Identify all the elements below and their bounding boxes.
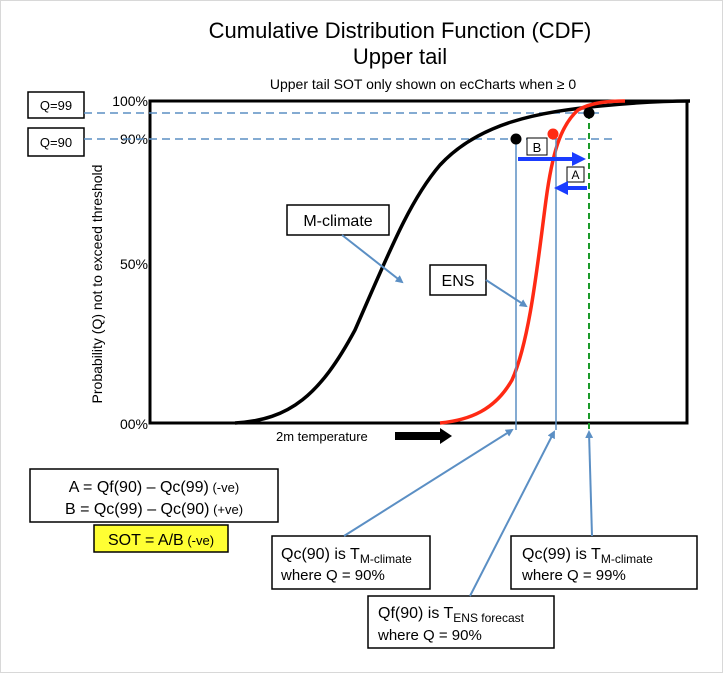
formula-box bbox=[29, 468, 279, 523]
tick-label-100: 100% bbox=[112, 93, 148, 109]
qf90-callout-line1: Qf(90) is TENS forecast bbox=[378, 605, 525, 625]
mclimate-label: M-climate bbox=[303, 213, 372, 230]
b-label-box bbox=[526, 137, 548, 156]
a-label: A bbox=[571, 168, 579, 182]
mclimate-pointer bbox=[341, 234, 404, 284]
y-axis-label: Probability (Q) not to exceed threshold bbox=[89, 165, 105, 404]
qc90-callout-line1: Qc(90) is TM-climate bbox=[281, 546, 412, 566]
qc99-callout-pointer bbox=[585, 430, 594, 537]
sot-box bbox=[93, 524, 229, 553]
ens-pointer bbox=[485, 279, 528, 308]
qc99-callout-line1: Qc(99) is TM-climate bbox=[522, 546, 653, 566]
x-axis-arrow bbox=[395, 428, 452, 444]
tick-label-0: 00% bbox=[120, 416, 148, 432]
qc99-dot bbox=[583, 107, 595, 119]
q99-box bbox=[27, 91, 85, 119]
tick-label-50: 50% bbox=[120, 256, 148, 272]
q90-label: Q=90 bbox=[40, 135, 72, 150]
ens-label-box bbox=[429, 264, 487, 296]
qf90-callout-pointer bbox=[469, 430, 555, 597]
ens-label: ENS bbox=[442, 273, 475, 290]
mclimate-label-box bbox=[286, 204, 390, 236]
title-line-2: Upper tail bbox=[353, 44, 447, 69]
subtitle: Upper tail SOT only shown on ecCharts wh… bbox=[270, 76, 576, 92]
a-arrow-head bbox=[554, 181, 568, 195]
tick-label-90: 90% bbox=[120, 131, 148, 147]
sot-formula: SOT = A/B (-ve) bbox=[108, 532, 214, 549]
formula-a: A = Qf(90) – Qc(99) (-ve) bbox=[69, 479, 239, 496]
qc90-callout-pointer bbox=[343, 428, 514, 537]
x-axis-label: 2m temperature bbox=[276, 429, 368, 444]
mclimate-curve bbox=[234, 99, 691, 425]
qc99-callout-line2: where Q = 99% bbox=[521, 567, 626, 584]
b-label: B bbox=[533, 140, 542, 155]
q99-label: Q=99 bbox=[40, 98, 72, 113]
qc90-callout-box bbox=[271, 535, 431, 590]
title-line-1: Cumulative Distribution Function (CDF) bbox=[209, 18, 592, 43]
q90-box bbox=[27, 127, 85, 157]
qf90-dot bbox=[547, 128, 559, 140]
ens-curve bbox=[439, 99, 626, 425]
a-label-box bbox=[566, 166, 585, 183]
qf90-callout-box bbox=[367, 595, 555, 649]
b-arrow-head bbox=[572, 152, 586, 166]
plot-frame bbox=[148, 99, 689, 425]
formula-b: B = Qc(99) – Qc(90) (+ve) bbox=[65, 501, 243, 518]
qf90-callout-line2: where Q = 90% bbox=[377, 627, 482, 644]
qc99-callout-box bbox=[510, 535, 698, 590]
qc90-callout-line2: where Q = 90% bbox=[280, 567, 385, 584]
qc90-dot bbox=[510, 133, 522, 145]
